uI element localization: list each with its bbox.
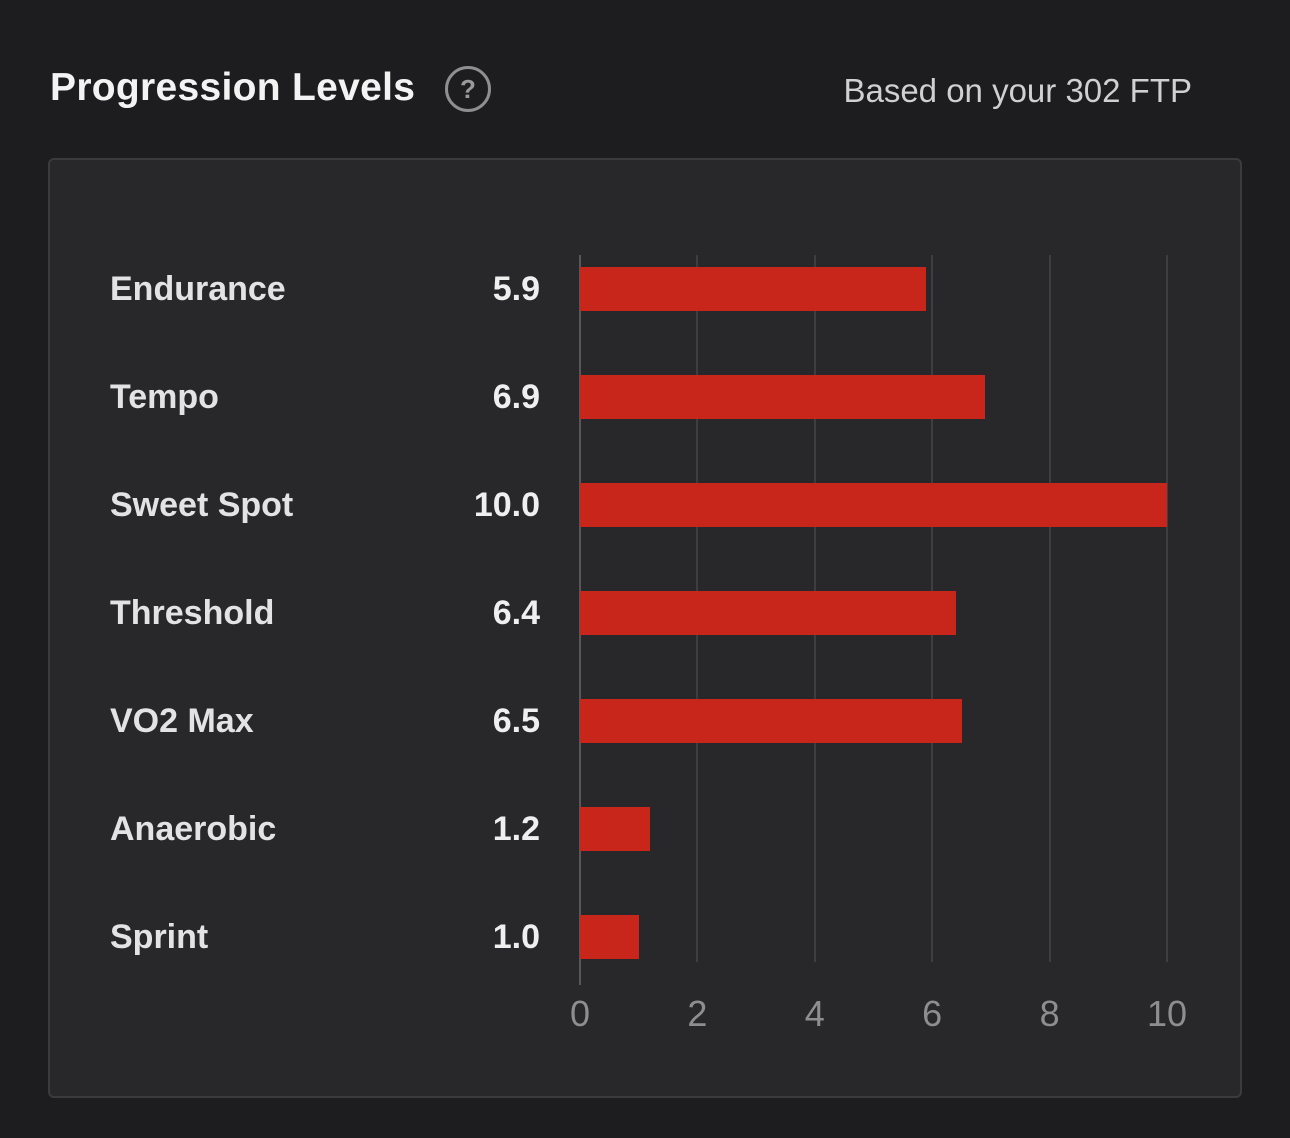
progression-bar[interactable] [580, 483, 1167, 527]
category-label: Threshold [110, 594, 275, 632]
ftp-subtitle: Based on your 302 FTP [843, 72, 1192, 109]
category-label: Sweet Spot [110, 486, 294, 524]
progression-bar[interactable] [580, 375, 986, 419]
help-icon[interactable]: ? [445, 66, 491, 112]
x-axis-tick-label: 4 [804, 993, 825, 1034]
question-mark-icon: ? [460, 73, 476, 104]
category-label: Endurance [110, 270, 286, 308]
category-label: Sprint [110, 918, 209, 956]
page-title: Progression Levels [50, 66, 416, 109]
category-value: 6.9 [492, 378, 540, 416]
progression-levels-chart: 0 2 4 6 8 10 Endurance 5.9 Tempo 6.9 Sweet Spot 10.… [50, 160, 1240, 1096]
x-axis-tick-label: 8 [1039, 993, 1060, 1034]
x-axis-tick-label: 10 [1146, 993, 1188, 1034]
gridline [1166, 255, 1168, 962]
category-value: 10.0 [473, 486, 540, 524]
progression-bar[interactable] [580, 699, 962, 743]
category-value: 6.4 [492, 594, 540, 632]
category-value: 5.9 [492, 270, 540, 308]
x-axis-tick-label: 2 [687, 993, 708, 1034]
progression-bar[interactable] [580, 591, 956, 635]
progression-bar[interactable] [580, 267, 927, 311]
gridline [1048, 255, 1051, 962]
progression-bar[interactable] [580, 915, 639, 959]
x-axis-tick-label: 6 [922, 993, 943, 1034]
category-value: 1.0 [492, 918, 540, 956]
chart-card: 0 2 4 6 8 10 Endurance 5.9 Tempo 6.9 Sweet Spot 10.… [48, 158, 1242, 1098]
progression-bar[interactable] [580, 807, 651, 851]
category-label: Anaerobic [110, 810, 277, 848]
category-label: Tempo [110, 378, 219, 416]
category-label: VO2 Max [110, 702, 254, 740]
x-axis-tick-label: 0 [569, 993, 591, 1034]
category-value: 6.5 [492, 702, 540, 740]
category-value: 1.2 [492, 810, 540, 848]
